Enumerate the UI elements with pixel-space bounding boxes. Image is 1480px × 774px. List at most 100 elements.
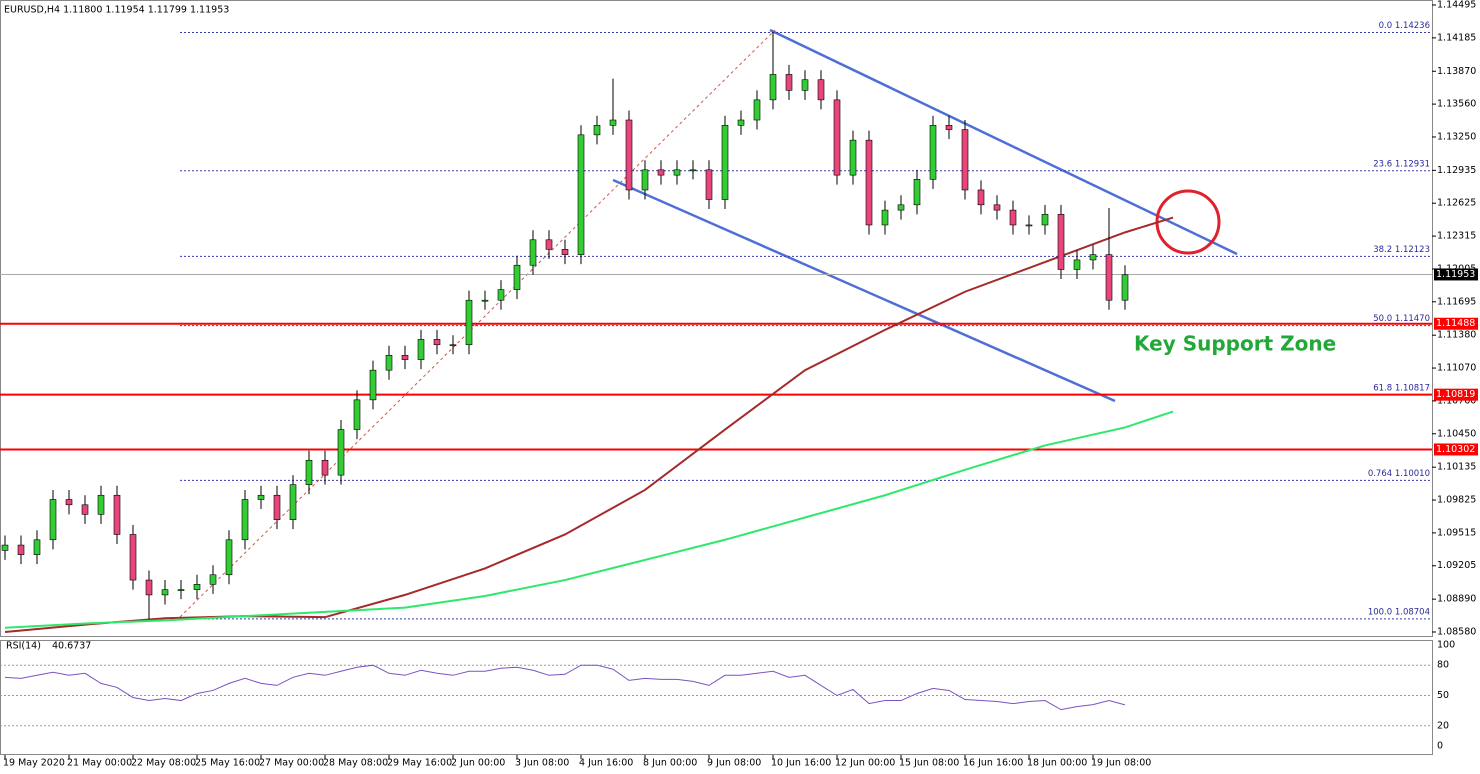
candle-body [689,169,697,172]
candle-body [945,125,953,130]
candle-body [673,169,681,176]
last-price-tag [1434,268,1478,281]
candle-body [657,169,665,176]
support-label: 1.10819 [1436,389,1475,400]
moving-average [4,410,1174,629]
candle-body [705,169,713,200]
x-tick-label: 22 May 08:00 [131,758,196,769]
x-tick-label: 19 May 2020 [3,758,65,769]
rsi-title: RSI(14) [6,641,41,652]
fib-label: 0.0 1.14236 [1379,21,1430,31]
candle-body [433,339,441,346]
candle-body [113,494,121,535]
candle-body [833,99,841,176]
candle-body [353,399,361,430]
fib-label: 50.0 1.11470 [1373,314,1430,324]
candle-body [97,494,105,515]
rsi-tick-label: 50 [1437,690,1449,701]
y-tick-label: 1.13250 [1437,131,1476,142]
candle-body [65,499,73,506]
y-tick-label: 1.11070 [1437,363,1476,374]
candle-body [305,459,313,485]
last-price-label: 1.11953 [1436,269,1475,280]
fib-label: 100.0 1.08704 [1368,607,1430,617]
candle-body [417,339,425,360]
candle-body [497,289,505,301]
x-tick-label: 15 Jun 08:00 [899,758,959,769]
rsi-tick-label: 80 [1437,660,1449,671]
y-tick-label: 1.11695 [1437,296,1476,307]
candle-body [753,99,761,121]
chart-header: EURUSD,H4 1.11800 1.11954 1.11799 1.1195… [4,5,229,16]
candle-body [337,429,345,476]
candle-body [529,239,537,266]
candle-body [785,74,793,91]
y-tick-label: 1.14495 [1437,0,1476,11]
y-tick-label: 1.09515 [1437,527,1476,538]
candle-body [161,589,169,596]
candle-body [1121,274,1129,301]
candle-body [993,204,1001,211]
support-tag [1434,443,1478,456]
candle-body [769,74,777,101]
candle-body [33,539,41,555]
candle-body [625,119,633,191]
candle-body [1,544,9,551]
x-tick-label: 12 Jun 00:00 [835,758,895,769]
candle-body [321,459,329,476]
x-tick-label: 9 Jun 08:00 [707,758,761,769]
candle-body [449,344,457,347]
rsi-tick-label: 20 [1437,720,1449,731]
fib-label: 38.2 1.12123 [1373,245,1430,255]
y-tick-label: 1.10450 [1437,428,1476,439]
candle-body [1105,254,1113,301]
candle-body [897,204,905,211]
candle-body [273,494,281,520]
fib-label: 23.6 1.12931 [1373,159,1430,169]
support-tag [1434,317,1478,330]
y-tick-label: 1.10135 [1437,462,1476,473]
x-tick-label: 19 Jun 08:00 [1091,758,1151,769]
y-tick-label: 1.09205 [1437,560,1476,571]
candle-body [801,79,809,91]
candle-body [1041,214,1049,226]
candle-body [545,239,553,250]
fib-label: 61.8 1.10817 [1373,383,1430,393]
candle-body [385,355,393,371]
candle-body [577,134,585,255]
candle-body [737,119,745,126]
candle-body [913,179,921,206]
candle-body [401,355,409,360]
candle-body [193,583,201,590]
y-tick-label: 1.13560 [1437,99,1476,110]
candle-body [177,589,185,591]
annotation: Key Support Zone [1134,332,1336,356]
y-tick-label: 1.11380 [1437,330,1476,341]
candle-body [209,574,217,585]
candle-body [369,369,377,401]
candle-body [865,139,873,226]
rsi-tick-label: 100 [1437,640,1455,651]
x-tick-label: 21 May 00:00 [67,758,132,769]
price-pane-frame [0,0,1433,637]
y-tick-label: 1.14185 [1437,32,1476,43]
candle-body [513,264,521,290]
y-tick-label: 1.10760 [1437,395,1476,406]
candle-body [849,139,857,176]
candle-body [609,119,617,126]
breakout-circle [1155,189,1221,255]
y-tick-label: 1.08890 [1437,594,1476,605]
x-tick-label: 29 May 16:00 [387,758,452,769]
candle-body [561,249,569,255]
candle-body [817,79,825,101]
candle-body [641,169,649,191]
candle-body [1057,214,1065,270]
support-label: 1.11488 [1436,318,1475,329]
rsi-line [4,664,1126,711]
candle-body [1089,254,1097,261]
candle-body [961,129,969,191]
fib-label: 0.764 1.10010 [1368,469,1430,479]
moving-average [4,216,1174,633]
